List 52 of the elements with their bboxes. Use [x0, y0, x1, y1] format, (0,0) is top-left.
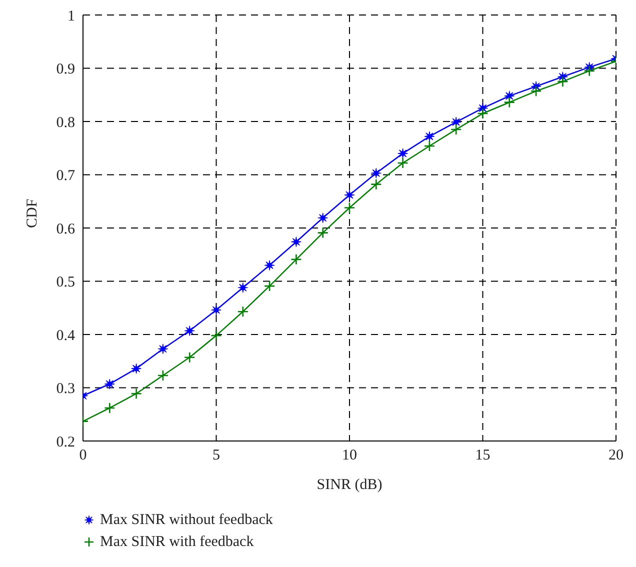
point: [450, 116, 462, 128]
legend-label: Max SINR without feedback: [100, 512, 273, 528]
point: [397, 157, 408, 169]
point: [264, 260, 275, 271]
point: [290, 236, 302, 248]
x-tick-label: 10: [342, 448, 357, 464]
y-tick-label: 0.7: [56, 168, 76, 184]
y-tick-label: 0.9: [56, 62, 75, 78]
y-tick-label: 0.4: [56, 328, 76, 344]
point: [184, 352, 196, 364]
point: [530, 85, 542, 97]
point: [557, 76, 568, 88]
point: [130, 388, 142, 400]
x-tick-label: 5: [212, 448, 220, 464]
y-axis-title: CDF: [24, 198, 40, 228]
point: [104, 402, 116, 414]
y-tick-label: 0.6: [56, 221, 76, 238]
point: [370, 178, 382, 190]
point: [238, 282, 248, 293]
y-tick-label: 0.5: [56, 274, 75, 291]
y-tick-label: 1: [68, 8, 75, 24]
point: [450, 124, 462, 136]
x-tick-label: 15: [475, 448, 490, 464]
y-tick-label: 0.3: [56, 381, 75, 398]
legend-label: Max SINR with feedback: [100, 534, 254, 550]
point: [344, 190, 355, 200]
x-tick-label: 0: [79, 448, 87, 464]
point: [318, 212, 328, 224]
point: [344, 202, 356, 214]
point: [504, 96, 516, 108]
point: [158, 344, 168, 354]
point: [504, 90, 515, 102]
x-tick-label: 20: [608, 448, 624, 464]
point: [210, 304, 222, 316]
y-tick-label: 0.8: [56, 114, 75, 131]
point: [264, 280, 276, 292]
point: [157, 370, 169, 382]
point: [237, 306, 249, 318]
point: [370, 168, 382, 178]
point: [477, 108, 488, 120]
point: [398, 148, 408, 159]
point: [584, 65, 595, 77]
point: [131, 363, 142, 374]
point: [424, 140, 436, 152]
y-tick-label: 0.2: [56, 434, 75, 450]
point: [184, 325, 195, 336]
point: [424, 131, 435, 142]
point: [104, 378, 115, 390]
point: [317, 227, 328, 238]
x-axis-title: SINR (dB): [316, 477, 382, 493]
point: [210, 330, 222, 342]
point: [290, 254, 302, 266]
